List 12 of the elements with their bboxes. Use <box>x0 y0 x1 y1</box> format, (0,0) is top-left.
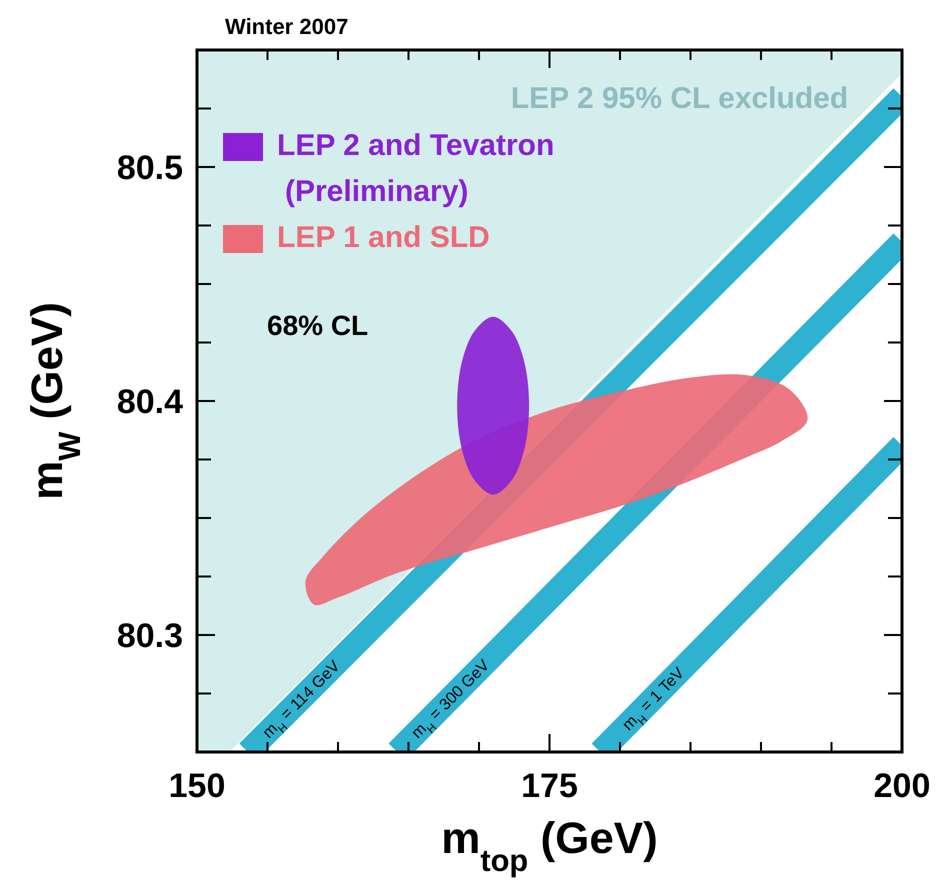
y-tick-label: 80.3 <box>116 616 183 655</box>
y-tick-label: 80.4 <box>116 382 184 421</box>
x-tick-label: 200 <box>874 767 930 805</box>
legend-label: LEP 2 and Tevatron (Preliminary) <box>277 129 554 208</box>
chart-title: Winter 2007 <box>225 14 348 39</box>
y-tick-label: 80.5 <box>116 148 183 187</box>
series-label: LEP 2 95% CL excluded <box>510 82 848 115</box>
x-tick-label: 150 <box>168 767 226 805</box>
x-axis-title: m$_{top}$ (GeV) <box>441 814 658 878</box>
legend-label: LEP 1 and SLD <box>277 221 490 254</box>
annotation: 68% CL <box>267 310 368 341</box>
x-tick-label: 175 <box>521 767 578 805</box>
